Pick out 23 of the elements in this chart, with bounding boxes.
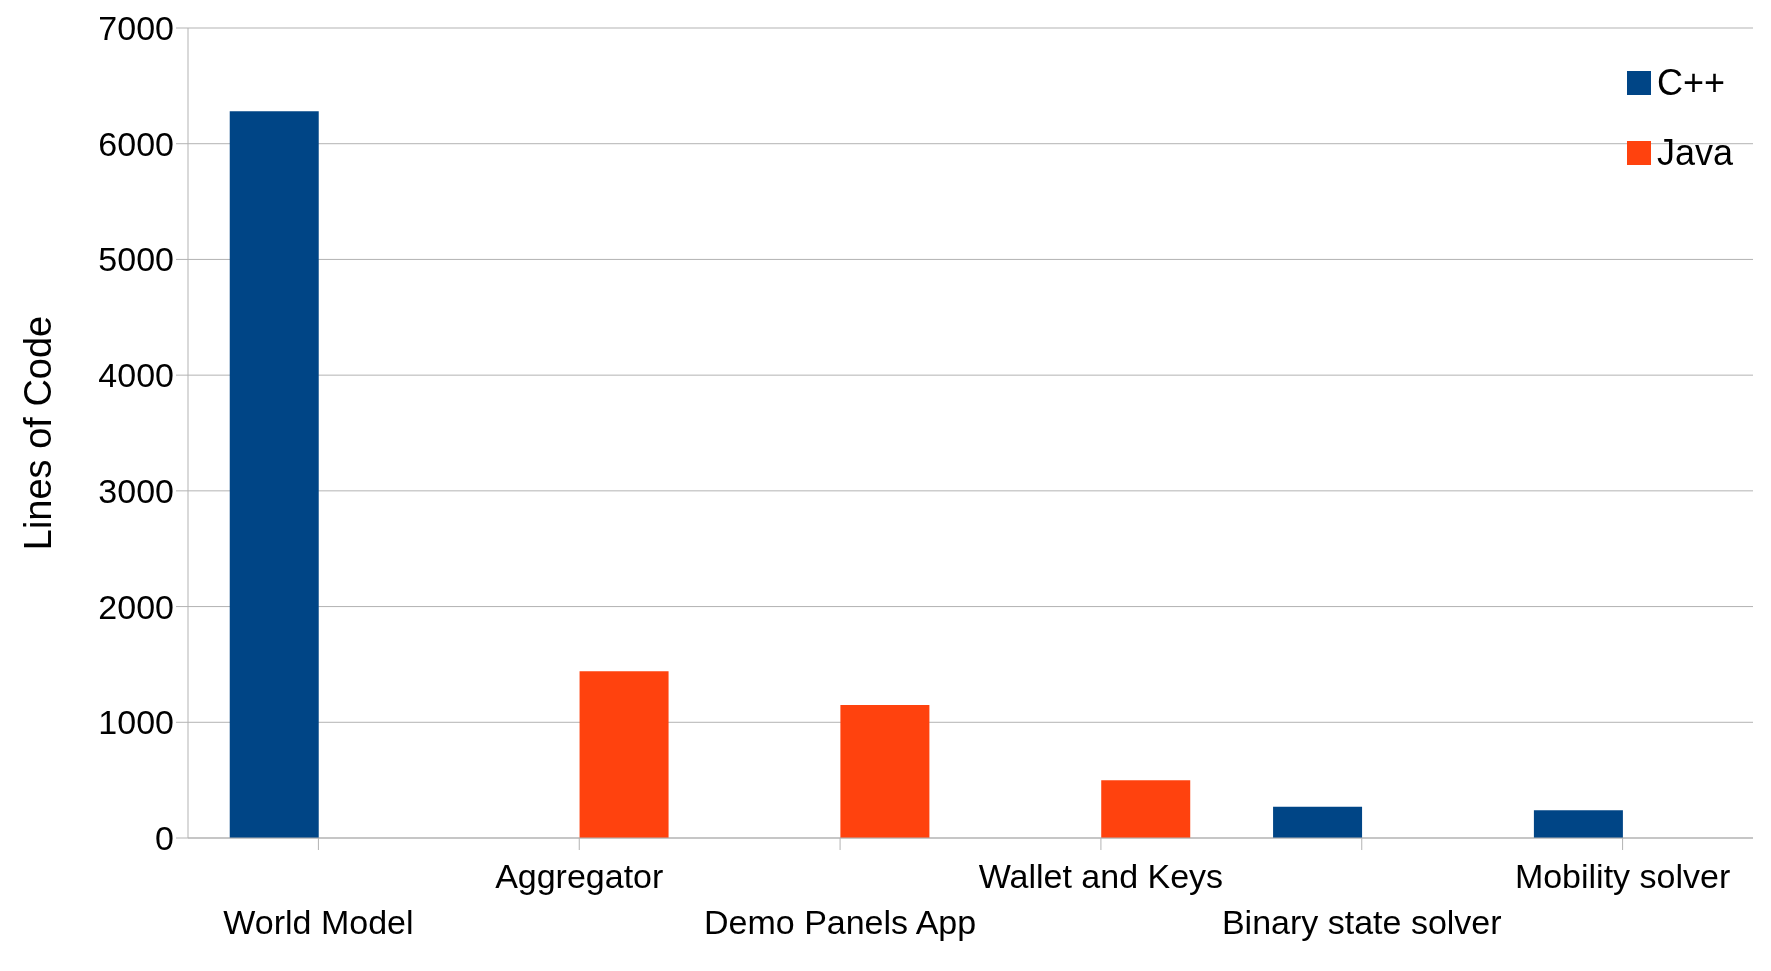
x-tick-label: Wallet and Keys bbox=[978, 857, 1224, 895]
bar bbox=[1101, 780, 1191, 838]
legend-label: C++ bbox=[1656, 62, 1725, 104]
x-tick-label: Binary state solver bbox=[1221, 903, 1502, 941]
bar bbox=[1533, 810, 1623, 838]
x-tick-label: World Model bbox=[223, 903, 414, 941]
x-tick-label: Aggregator bbox=[495, 857, 664, 895]
y-tick-label: 6000 bbox=[98, 124, 174, 163]
x-tick-label: Mobility solver bbox=[1514, 857, 1731, 895]
y-tick-label: 5000 bbox=[98, 240, 174, 279]
bar bbox=[229, 111, 319, 838]
bar bbox=[840, 704, 930, 838]
y-tick-label: 4000 bbox=[98, 356, 174, 395]
legend-label: Java bbox=[1656, 132, 1733, 174]
y-tick-label: 2000 bbox=[98, 587, 174, 626]
bar bbox=[1273, 806, 1363, 838]
y-tick-label: 1000 bbox=[98, 703, 174, 742]
bar bbox=[579, 671, 669, 838]
y-tick-label: 3000 bbox=[98, 471, 174, 510]
y-tick-label: 0 bbox=[155, 819, 174, 858]
y-axis-title: Lines of Code bbox=[17, 315, 60, 551]
y-tick-label: 7000 bbox=[98, 9, 174, 48]
x-tick-label: Demo Panels App bbox=[704, 903, 977, 941]
